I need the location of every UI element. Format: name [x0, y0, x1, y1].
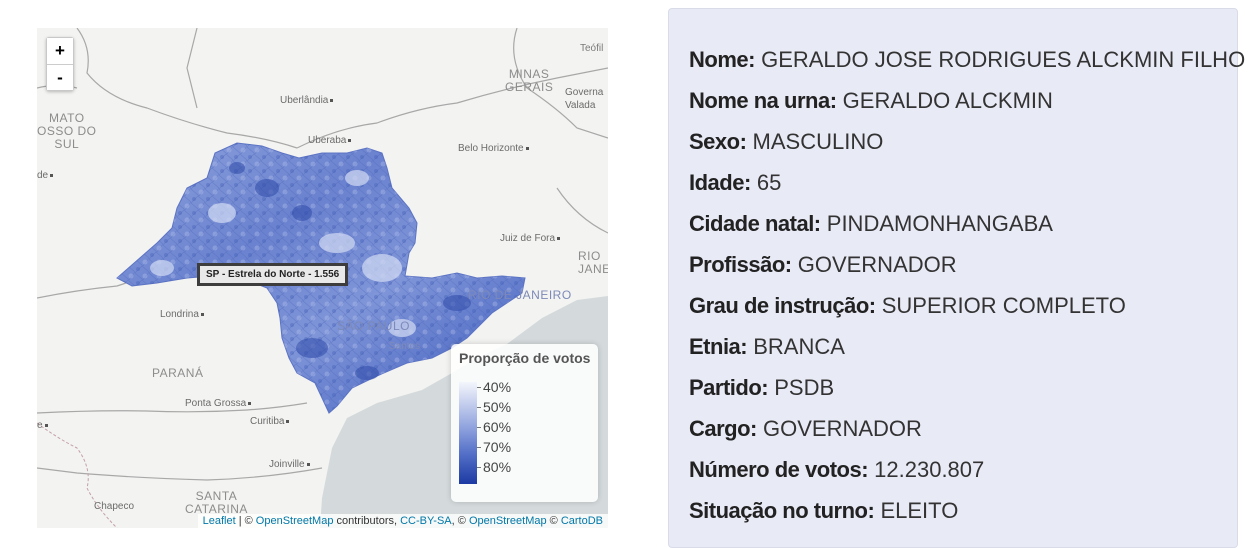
field-value: PINDAMONHANGABA	[826, 211, 1053, 236]
candidate-info-panel: Nome: GERALDO JOSE RODRIGUES ALCKMIN FIL…	[668, 8, 1245, 548]
field-label: Nome na urna:	[689, 88, 837, 113]
label-parana: PARANÁ	[152, 366, 204, 380]
field-value: SUPERIOR COMPLETO	[881, 293, 1126, 318]
legend-label-70: 70%	[483, 439, 512, 455]
dark-municipalities	[229, 162, 471, 380]
cartodb-link[interactable]: CartoDB	[560, 515, 603, 527]
field-value: ELEITO	[880, 498, 959, 523]
field-situacao-no-turno: Situação no turno: ELEITO	[689, 498, 958, 524]
field-label: Etnia:	[689, 334, 748, 359]
label-rio-state: RIO JANE	[578, 249, 608, 276]
label-curitiba: Curitiba	[250, 415, 289, 428]
field-idade: Idade: 65	[689, 170, 781, 196]
label-ponta-grossa: Ponta Grossa	[185, 397, 251, 410]
field-label: Nome:	[689, 47, 755, 72]
field-label: Grau de instrução:	[689, 293, 876, 318]
field-grau-de-instrucao: Grau de instrução: SUPERIOR COMPLETO	[689, 293, 1126, 319]
choropleth-map[interactable]: Teófil MINAS GERAIS Governa Valada Uberl…	[37, 28, 608, 528]
field-cargo: Cargo: GOVERNADOR	[689, 416, 922, 442]
field-numero-de-votos: Número de votos: 12.230.807	[689, 457, 984, 483]
label-governador-valadares: Governa Valada	[565, 87, 604, 111]
field-etnia: Etnia: BRANCA	[689, 334, 845, 360]
field-value: GOVERNADOR	[797, 252, 957, 277]
attribution-separator-2: , ©	[451, 515, 469, 527]
light-municipalities	[150, 170, 416, 337]
label-chapeco: Chapeco	[94, 501, 135, 512]
leaflet-link[interactable]: Leaflet	[202, 515, 236, 527]
attribution-separator: | ©	[235, 515, 256, 527]
label-mato-grosso-do-sul: MATO OSSO DO SUL	[37, 111, 97, 151]
field-sexo: Sexo: MASCULINO	[689, 129, 883, 155]
field-value: GERALDO JOSE RODRIGUES ALCKMIN FILHO	[761, 47, 1246, 72]
field-profissao: Profissão: GOVERNADOR	[689, 252, 957, 278]
field-label: Cidade natal:	[689, 211, 821, 236]
label-londrina: Londrina	[160, 308, 204, 321]
field-label: Profissão:	[689, 252, 792, 277]
label-teofilo: Teófil	[580, 43, 604, 54]
field-label: Idade:	[689, 170, 751, 195]
attribution-separator-3: ©	[546, 515, 561, 527]
field-value: 12.230.807	[874, 457, 985, 482]
legend-label-80: 80%	[483, 459, 512, 475]
zoom-control: + -	[46, 37, 74, 91]
label-joinville: Joinville	[269, 458, 310, 471]
field-label: Número de votos:	[689, 457, 869, 482]
label-left-city-2: e	[37, 419, 48, 432]
legend-color-ramp	[459, 382, 477, 484]
cc-by-sa-link[interactable]: CC-BY-SA	[400, 515, 452, 527]
field-cidade-natal: Cidade natal: PINDAMONHANGABA	[689, 211, 1053, 237]
legend-title: Proporção de votos	[459, 350, 591, 366]
legend-label-50: 50%	[483, 399, 512, 415]
field-nome: Nome: GERALDO JOSE RODRIGUES ALCKMIN FIL…	[689, 47, 1245, 73]
field-value: GERALDO ALCKMIN	[842, 88, 1053, 113]
field-value: 65	[756, 170, 782, 195]
field-value: BRANCA	[753, 334, 845, 359]
municipality-tooltip: SP - Estrela do Norte - 1.556	[197, 263, 349, 286]
legend-label-40: 40%	[483, 379, 512, 395]
label-uberlandia: Uberlândia	[280, 94, 333, 107]
field-label: Situação no turno:	[689, 498, 875, 523]
label-minas-gerais: MINAS GERAIS	[505, 67, 554, 94]
attribution-contributors: contributors,	[333, 515, 401, 527]
field-nome-na-urna: Nome na urna: GERALDO ALCKMIN	[689, 88, 1053, 114]
map-attribution: Leaflet | © OpenStreetMap contributors, …	[197, 514, 608, 528]
field-label: Cargo:	[689, 416, 757, 441]
field-value: PSDB	[774, 375, 835, 400]
label-left-city: de	[37, 169, 53, 182]
legend-label-60: 60%	[483, 419, 512, 435]
field-label: Partido:	[689, 375, 769, 400]
field-partido: Partido: PSDB	[689, 375, 834, 401]
field-label: Sexo:	[689, 129, 747, 154]
openstreetmap-link[interactable]: OpenStreetMap	[255, 515, 334, 527]
label-santa-catarina: SANTA CATARINA	[185, 489, 248, 516]
field-value: MASCULINO	[752, 129, 884, 154]
label-juiz-de-fora: Juiz de Fora	[500, 232, 560, 245]
label-sao-paulo-state: SÃO PAULO	[337, 319, 410, 333]
zoom-in-button[interactable]: +	[47, 38, 73, 64]
label-uberaba: Uberaba	[308, 134, 351, 147]
map-legend: Proporção de votos 40% 50% 60% 70% 80%	[451, 344, 598, 502]
field-value: GOVERNADOR	[763, 416, 922, 441]
label-belo-horizonte: Belo Horizonte	[458, 142, 529, 155]
label-santos: Santos	[389, 341, 421, 352]
label-rio-de-janeiro: RIO DE JANEIRO	[468, 288, 572, 302]
zoom-out-button[interactable]: -	[47, 64, 73, 90]
openstreetmap-link-2[interactable]: OpenStreetMap	[468, 515, 547, 527]
